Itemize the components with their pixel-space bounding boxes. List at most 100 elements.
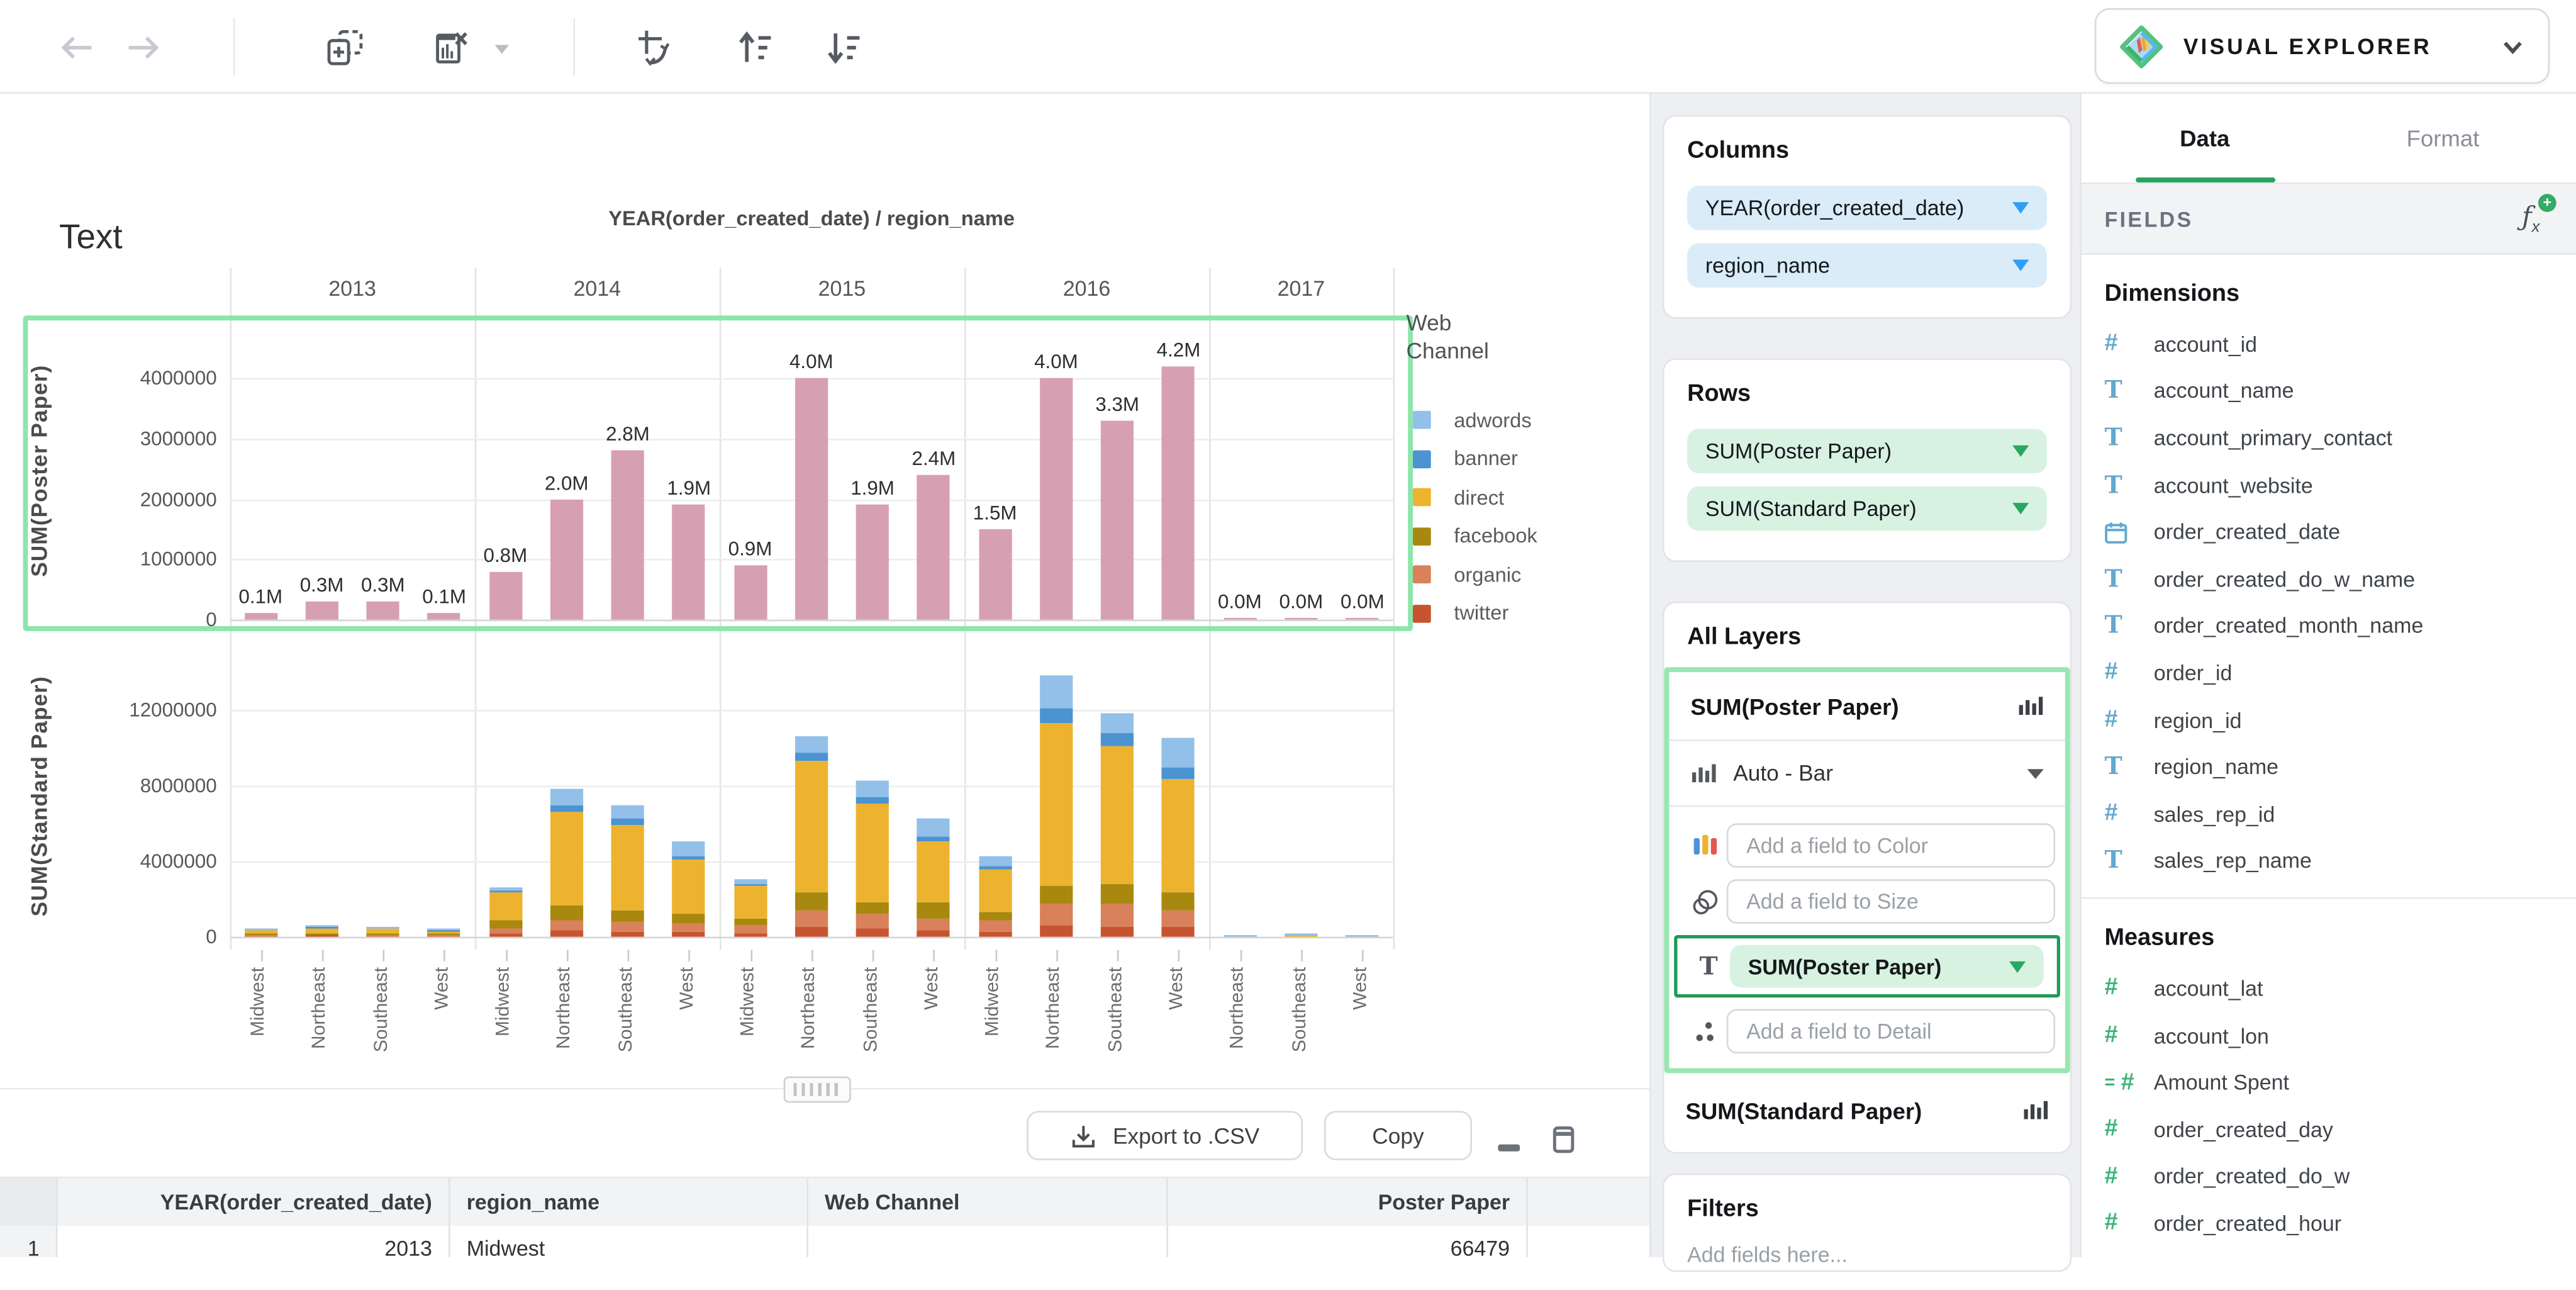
poster-bar[interactable]	[1039, 378, 1073, 620]
mark-type-dropdown[interactable]: Auto - Bar	[1669, 741, 2065, 807]
field-item-region-id[interactable]: # region_id	[2082, 697, 2576, 744]
standard-bar-segment[interactable]	[917, 919, 951, 931]
rows-pill-standard[interactable]: SUM(Standard Paper)	[1687, 486, 2048, 531]
standard-bar-segment[interactable]	[305, 924, 338, 926]
standard-bar-segment[interactable]	[1101, 733, 1134, 747]
standard-bar-segment[interactable]	[917, 930, 951, 937]
standard-bar-segment[interactable]	[733, 879, 767, 885]
standard-bar-segment[interactable]	[1162, 910, 1195, 928]
field-item-account-id[interactable]: # account_id	[2082, 320, 2576, 367]
standard-bar-segment[interactable]	[1039, 708, 1073, 724]
standard-bar-segment[interactable]	[489, 886, 522, 892]
standard-bar-segment[interactable]	[611, 921, 645, 931]
poster-bar[interactable]	[427, 613, 461, 620]
maximize-icon[interactable]	[1541, 1123, 1584, 1155]
standard-bar-segment[interactable]	[733, 933, 767, 937]
standard-bar-segment[interactable]	[978, 921, 1012, 931]
standard-bar-segment[interactable]	[1285, 933, 1318, 935]
field-item-account-lon[interactable]: # account_lon	[2082, 1012, 2576, 1059]
remove-chart-icon[interactable]	[427, 23, 476, 72]
sort-ascending-icon[interactable]	[731, 23, 780, 72]
standard-bar-segment[interactable]	[366, 933, 399, 934]
standard-bar-segment[interactable]	[672, 913, 706, 924]
standard-bar-segment[interactable]	[1039, 676, 1073, 709]
standard-bar-segment[interactable]	[672, 841, 706, 857]
standard-bar-segment[interactable]	[1039, 925, 1073, 937]
standard-bar-segment[interactable]	[366, 936, 399, 937]
standard-bar-segment[interactable]	[244, 934, 277, 936]
standard-bar-segment[interactable]	[733, 924, 767, 933]
tab-format[interactable]: Format	[2328, 94, 2558, 182]
copy-button[interactable]: Copy	[1324, 1111, 1472, 1160]
poster-bar[interactable]	[978, 529, 1012, 620]
tab-data[interactable]: Data	[2082, 94, 2328, 182]
standard-bar-segment[interactable]	[550, 804, 583, 812]
standard-bar-segment[interactable]	[611, 931, 645, 937]
standard-bar-segment[interactable]	[1223, 934, 1256, 936]
color-shelf-input[interactable]	[1726, 823, 2056, 868]
field-item-order-created-date[interactable]: order_created_date	[2082, 508, 2576, 556]
standard-bar-segment[interactable]	[978, 912, 1012, 921]
standard-bar-segment[interactable]	[795, 892, 828, 911]
legend-item[interactable]: direct	[1407, 478, 1646, 517]
standard-bar-segment[interactable]	[978, 931, 1012, 937]
standard-bar-segment[interactable]	[917, 841, 951, 903]
standard-bar-segment[interactable]	[244, 929, 277, 931]
standard-bar-segment[interactable]	[917, 817, 951, 837]
standard-bar-segment[interactable]	[427, 933, 461, 935]
standard-bar-segment[interactable]	[305, 934, 338, 936]
standard-bar-segment[interactable]	[1223, 936, 1256, 937]
standard-bar-segment[interactable]	[795, 752, 828, 761]
standard-bar-segment[interactable]	[305, 933, 338, 934]
add-calculated-field-icon[interactable]: ƒx +	[2522, 193, 2556, 237]
poster-bar[interactable]	[1101, 420, 1134, 620]
standard-bar-segment[interactable]	[244, 930, 277, 934]
standard-bar-segment[interactable]	[305, 936, 338, 937]
standard-bar-segment[interactable]	[733, 884, 767, 887]
standard-bar-segment[interactable]	[489, 928, 522, 934]
standard-bar-segment[interactable]	[366, 934, 399, 936]
field-item-order-created-day[interactable]: # order_created_day	[2082, 1106, 2576, 1153]
standard-bar-segment[interactable]	[1285, 936, 1318, 937]
standard-bar-segment[interactable]	[856, 780, 889, 797]
standard-bar-segment[interactable]	[611, 804, 645, 819]
poster-bar[interactable]	[1223, 617, 1256, 620]
standard-bar-segment[interactable]	[795, 910, 828, 928]
standard-bar-segment[interactable]	[427, 934, 461, 936]
field-item-order-created-hour[interactable]: # order_created_hour	[2082, 1200, 2576, 1247]
standard-bar-segment[interactable]	[366, 927, 399, 929]
standard-bar-segment[interactable]	[1101, 926, 1134, 937]
canvas-text-label[interactable]: Text	[59, 218, 123, 257]
standard-bar-segment[interactable]	[672, 923, 706, 933]
poster-bar[interactable]	[1346, 617, 1379, 620]
poster-bar[interactable]	[489, 571, 522, 620]
legend-item[interactable]: organic	[1407, 556, 1646, 594]
standard-bar-segment[interactable]	[550, 788, 583, 805]
standard-bar-segment[interactable]	[489, 920, 522, 928]
standard-bar-segment[interactable]	[366, 928, 399, 934]
poster-bar[interactable]	[917, 474, 951, 620]
add-chart-icon[interactable]	[320, 23, 369, 72]
standard-bar-segment[interactable]	[856, 902, 889, 914]
standard-bar-segment[interactable]	[1346, 936, 1379, 937]
field-item-account-lat[interactable]: # account_lat	[2082, 965, 2576, 1012]
collapsed-layer-row[interactable]: SUM(Standard Paper)	[1664, 1073, 2070, 1148]
standard-bar-segment[interactable]	[1162, 892, 1195, 911]
standard-bar-segment[interactable]	[244, 936, 277, 937]
size-shelf-input[interactable]	[1726, 879, 2056, 924]
minimize-icon[interactable]	[1486, 1123, 1529, 1155]
standard-bar-segment[interactable]	[856, 797, 889, 804]
legend-item[interactable]: adwords	[1407, 401, 1646, 439]
swap-axes-icon[interactable]	[631, 23, 680, 72]
poster-bar[interactable]	[244, 613, 277, 620]
standard-bar-segment[interactable]	[1101, 883, 1134, 905]
standard-bar-segment[interactable]	[489, 892, 522, 921]
standard-bar-segment[interactable]	[917, 902, 951, 919]
poster-bar[interactable]	[366, 601, 399, 620]
legend-item[interactable]: facebook	[1407, 517, 1646, 555]
standard-bar-segment[interactable]	[611, 824, 645, 912]
